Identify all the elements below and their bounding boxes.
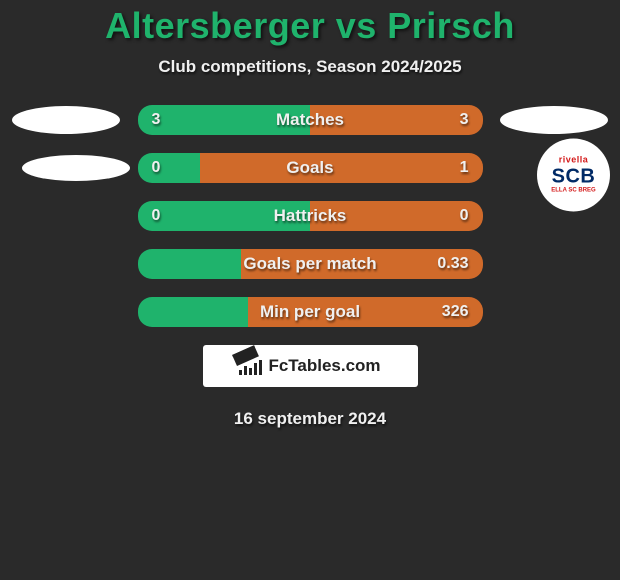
placeholder-ellipse (22, 155, 130, 181)
stats-container: 3 Matches 3 0 Goals 1 rivella SCB ELLA S… (70, 105, 550, 327)
stat-row: Goals per match 0.33 (70, 249, 550, 279)
stat-fill-left (138, 153, 200, 183)
stat-bar: 3 Matches 3 (138, 105, 483, 135)
subtitle: Club competitions, Season 2024/2025 (0, 57, 620, 77)
stat-fill-left (138, 249, 242, 279)
stat-fill-right (200, 153, 483, 183)
club-crest-top: rivella (559, 156, 589, 166)
stat-bar: 0 Hattricks 0 (138, 201, 483, 231)
stat-row: 0 Goals 1 rivella SCB ELLA SC BREG (70, 153, 550, 183)
stat-fill-right (310, 105, 483, 135)
date-label: 16 september 2024 (0, 409, 620, 429)
stat-bar: Min per goal 326 (138, 297, 483, 327)
team-badge-right (500, 106, 608, 134)
page-title: Altersberger vs Prirsch (0, 5, 620, 47)
stat-row: Min per goal 326 (70, 297, 550, 327)
stat-fill-left (138, 297, 248, 327)
fctables-watermark: FcTables.com (203, 345, 418, 387)
club-crest-bot: ELLA SC BREG (551, 188, 595, 195)
club-crest-mid: SCB (552, 166, 596, 188)
stat-fill-left (138, 201, 311, 231)
stat-row: 0 Hattricks 0 (70, 201, 550, 231)
comparison-card: Altersberger vs Prirsch Club competition… (0, 0, 620, 429)
stat-row: 3 Matches 3 (70, 105, 550, 135)
stat-fill-right (310, 201, 483, 231)
stat-bar: 0 Goals 1 (138, 153, 483, 183)
team-badge-left (12, 106, 120, 134)
stat-fill-left (138, 105, 311, 135)
stat-fill-right (248, 297, 483, 327)
fctables-label: FcTables.com (268, 356, 380, 376)
stat-bar: Goals per match 0.33 (138, 249, 483, 279)
placeholder-ellipse (500, 106, 608, 134)
stat-fill-right (241, 249, 483, 279)
team-badge-left (22, 155, 130, 181)
placeholder-ellipse (12, 106, 120, 134)
chart-icon (239, 357, 262, 375)
